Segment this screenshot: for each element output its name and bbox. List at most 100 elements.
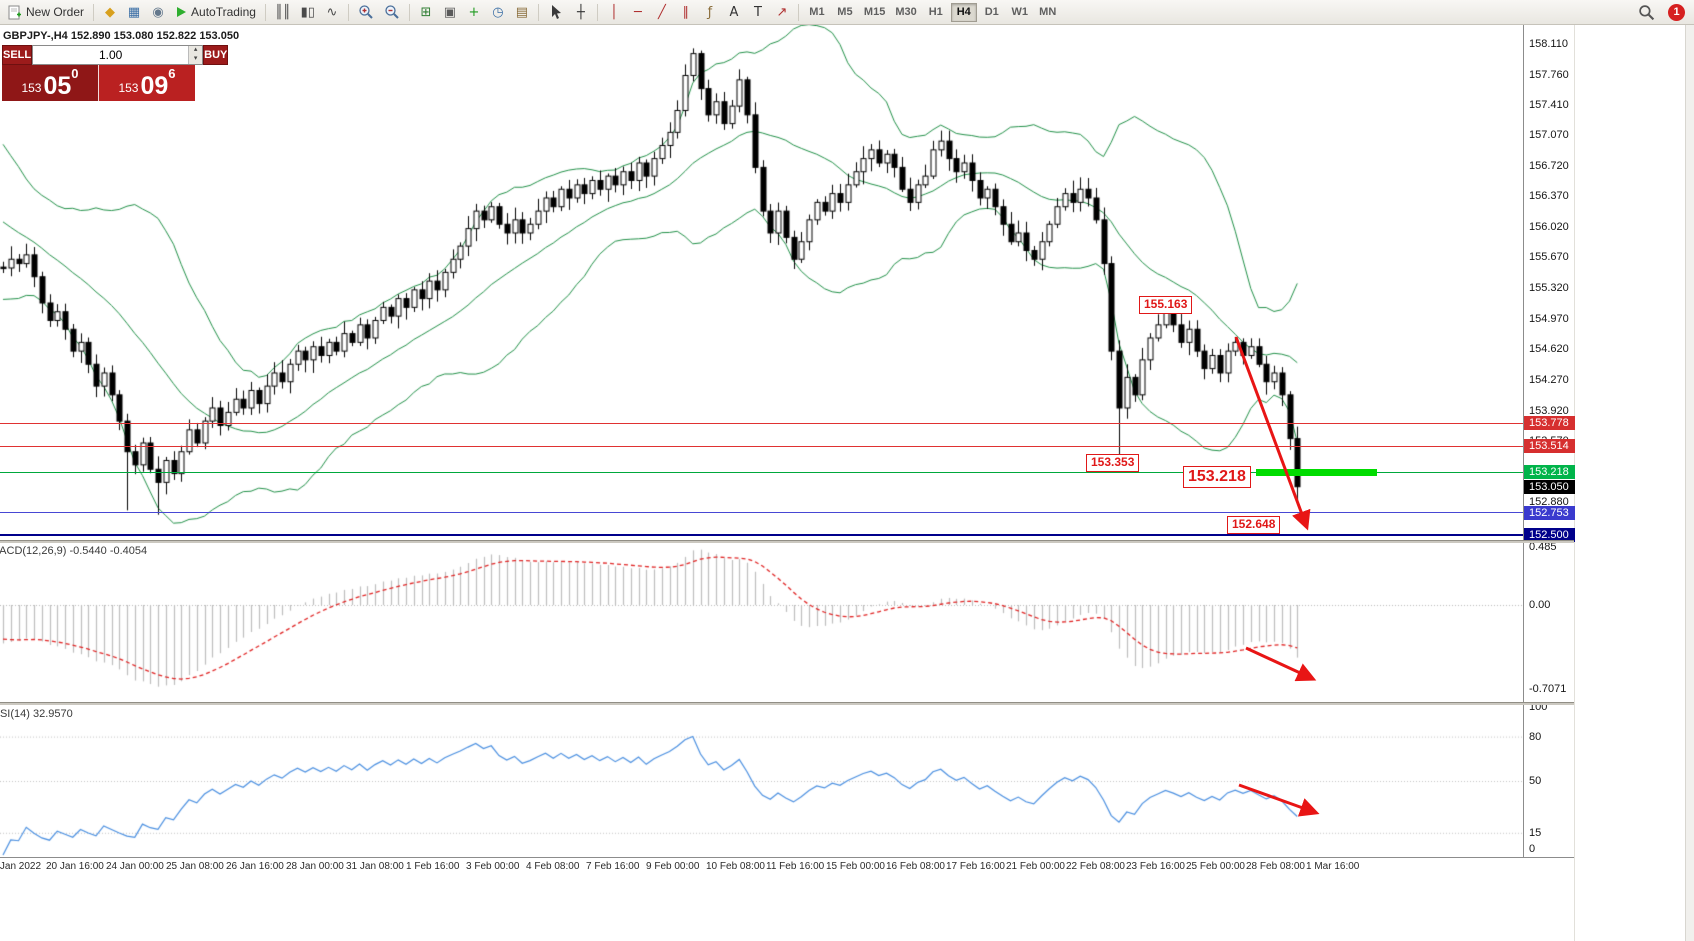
- time-tick-label: 25 Feb 00:00: [1186, 861, 1245, 872]
- trendline-icon[interactable]: ╱: [651, 2, 673, 23]
- timeframe-h1[interactable]: H1: [923, 3, 949, 22]
- time-tick-label: 24 Jan 00:00: [106, 861, 164, 872]
- time-tick-label: 20 Jan 16:00: [46, 861, 104, 872]
- macd-axis-label: 0.485: [1529, 541, 1557, 554]
- timeframe-m1[interactable]: M1: [804, 3, 830, 22]
- timeframe-h4[interactable]: H4: [950, 2, 977, 22]
- sell-price-display[interactable]: 153 05 0: [2, 65, 98, 101]
- vertical-line-icon[interactable]: │: [603, 2, 625, 23]
- candlestick-chart-icon[interactable]: ▮▯: [297, 2, 319, 23]
- timeframe-w1[interactable]: W1: [1007, 3, 1033, 22]
- horizontal-price-line[interactable]: [0, 471, 1523, 473]
- price-tick-label: 155.320: [1529, 282, 1569, 295]
- time-tick-label: 7 Feb 16:00: [586, 861, 640, 872]
- pane-separator-macd[interactable]: [0, 540, 1574, 543]
- price-level-label: 153.514: [1524, 439, 1575, 454]
- price-tick-label: 156.020: [1529, 220, 1569, 233]
- bar-chart-icon[interactable]: ║║: [271, 2, 295, 23]
- tile-windows-icon-glyph: ⊞: [420, 4, 432, 20]
- shapes-icon[interactable]: ↗: [771, 2, 793, 23]
- price-tick-label: 155.670: [1529, 251, 1569, 264]
- notification-badge[interactable]: 1: [1668, 3, 1685, 21]
- autotrading-button[interactable]: AutoTrading: [171, 2, 260, 23]
- sell-price-prefix: 153: [21, 81, 42, 95]
- chart-title: GBPJPY-,H4 152.890 153.080 152.822 153.0…: [3, 30, 240, 42]
- toolbar-separator: [264, 3, 266, 21]
- price-tick-label: 157.760: [1529, 68, 1569, 81]
- price-callout[interactable]: 153.218: [1183, 466, 1251, 489]
- market-watch-icon[interactable]: ▦: [123, 2, 145, 23]
- horizontal-price-line[interactable]: [0, 512, 1523, 514]
- price-callout[interactable]: 152.648: [1227, 516, 1281, 534]
- time-tick-label: 17 Feb 16:00: [946, 861, 1005, 872]
- indicators-icon-glyph: +: [468, 4, 480, 20]
- horizontal-line-icon[interactable]: ─: [627, 2, 649, 23]
- time-tick-label: 28 Feb 08:00: [1246, 861, 1305, 872]
- time-tick-label: 26 Jan 16:00: [226, 861, 284, 872]
- new-order-button-label: New Order: [26, 5, 85, 19]
- support-zone-band[interactable]: [1256, 468, 1377, 476]
- timeframe-m5[interactable]: M5: [832, 3, 858, 22]
- profiles-icon[interactable]: ◆: [99, 2, 121, 23]
- market-watch-icon-glyph: ▦: [127, 4, 141, 20]
- time-tick-label: 15 Feb 00:00: [826, 861, 885, 872]
- chart-area[interactable]: GBPJPY-,H4 152.890 153.080 152.822 153.0…: [0, 25, 1523, 857]
- horizontal-price-line[interactable]: [0, 445, 1523, 447]
- timeframe-m15[interactable]: M15: [860, 3, 889, 22]
- line-chart-icon[interactable]: ∿: [321, 2, 343, 23]
- price-callout[interactable]: 155.163: [1139, 296, 1193, 314]
- buy-price-sup: 6: [168, 66, 176, 81]
- volume-input[interactable]: [33, 46, 189, 64]
- time-tick-label: 9 Feb 00:00: [646, 861, 700, 872]
- volume-down-button[interactable]: ▾: [189, 55, 203, 64]
- profiles-icon-glyph: ◆: [105, 4, 116, 20]
- periods-icon[interactable]: ◷: [487, 2, 509, 23]
- time-tick-label: 16 Feb 08:00: [886, 861, 945, 872]
- fibonacci-icon[interactable]: ƒ: [699, 2, 721, 23]
- timeframe-m30[interactable]: M30: [891, 3, 920, 22]
- autotrading-button-label: AutoTrading: [191, 5, 256, 19]
- pane-separator-rsi[interactable]: [0, 702, 1574, 705]
- volume-up-button[interactable]: ▴: [189, 46, 203, 55]
- auto-arrange-icon[interactable]: ▣: [439, 2, 461, 23]
- price-callout[interactable]: 153.353: [1086, 454, 1140, 472]
- time-tick-label: 1 Mar 16:00: [1306, 861, 1360, 872]
- indicators-icon[interactable]: +: [463, 2, 485, 23]
- horizontal-price-line[interactable]: [0, 533, 1523, 536]
- vertical-scrollbar[interactable]: [1685, 25, 1694, 941]
- price-tick-label: 156.720: [1529, 159, 1569, 172]
- volume-control: ▴ ▾: [32, 45, 204, 65]
- sell-button[interactable]: SELL: [2, 45, 33, 65]
- auto-arrange-icon-glyph: ▣: [443, 4, 457, 20]
- toolbar-groups: New Order ◆ ▦ ◉ AutoTrading ║║ ▮▯ ∿ ⊞ ▣ + ◷ ▤ ┼ │ ─ ╱ ∥ ƒ A…: [3, 0, 803, 24]
- timeframe-mn[interactable]: MN: [1035, 3, 1061, 22]
- price-tick-label: 154.620: [1529, 343, 1569, 356]
- zoom-out-icon[interactable]: [380, 2, 404, 23]
- horizontal-price-line[interactable]: [0, 422, 1523, 424]
- search-icon[interactable]: [1634, 2, 1659, 23]
- macd-indicator-label: MACD(12,26,9) -0.5440 -0.4054: [0, 545, 148, 557]
- navigator-icon[interactable]: ◉: [147, 2, 169, 23]
- price-level-label: 152.500: [1524, 527, 1575, 542]
- channel-icon[interactable]: ∥: [675, 2, 697, 23]
- price-axis[interactable]: 158.110 157.760 157.410 157.070 156.720 156.3…: [1523, 25, 1575, 857]
- price-tick-label: 153.920: [1529, 404, 1569, 417]
- text-icon[interactable]: A: [723, 2, 745, 23]
- cursor-icon[interactable]: [544, 2, 568, 23]
- timeframe-d1[interactable]: D1: [979, 3, 1005, 22]
- price-tick-label: 157.410: [1529, 99, 1569, 112]
- chart-canvas[interactable]: [0, 25, 1523, 857]
- crosshair-icon[interactable]: ┼: [570, 2, 592, 23]
- label-icon[interactable]: T: [747, 2, 769, 23]
- trendline-icon-glyph: ╱: [658, 4, 666, 20]
- buy-button[interactable]: BUY: [203, 45, 229, 65]
- new-order-button[interactable]: New Order: [4, 2, 88, 23]
- candlestick-chart-icon-glyph: ▮▯: [300, 4, 315, 20]
- zoom-in-icon[interactable]: [354, 2, 378, 23]
- buy-price-display[interactable]: 153 09 6: [98, 65, 195, 101]
- price-level-label: 152.753: [1524, 505, 1575, 520]
- toolbar-separator: [347, 3, 349, 21]
- chart-properties-icon[interactable]: ▤: [511, 2, 533, 23]
- tile-windows-icon[interactable]: ⊞: [415, 2, 437, 23]
